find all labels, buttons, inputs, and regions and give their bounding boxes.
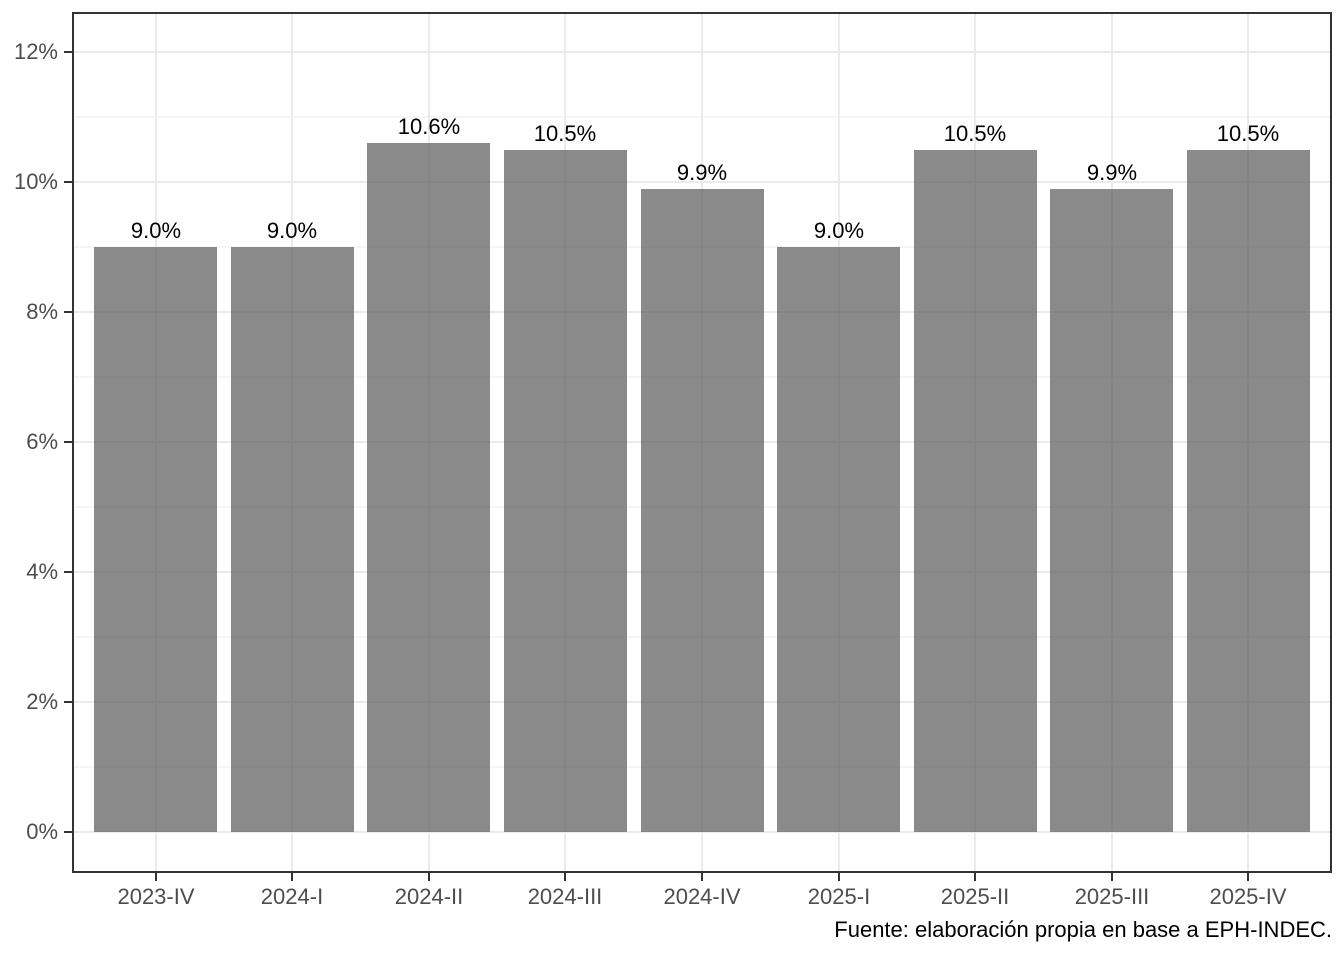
plot-panel: 9.0% 9.0% 10.6% 10.5% 9.9% 9.0% 10.5% 9.9% 10.5% bbox=[74, 14, 1330, 871]
y-axis-tick-label: 0% bbox=[26, 819, 58, 844]
bar-value-label: 10.6% bbox=[397, 114, 461, 139]
bar bbox=[914, 149, 1037, 832]
bar-value-label: 9.0% bbox=[813, 218, 865, 243]
bar-value-label: 9.0% bbox=[266, 218, 318, 243]
x-axis-tick bbox=[155, 873, 157, 881]
x-axis-tick bbox=[1247, 873, 1249, 881]
bar bbox=[231, 247, 354, 832]
y-axis-tick-label: 2% bbox=[26, 689, 58, 714]
bar-value-label: 9.0% bbox=[130, 218, 182, 243]
x-axis-tick bbox=[838, 873, 840, 881]
source-caption: Fuente: elaboración propia en base a EPH… bbox=[834, 917, 1332, 942]
bar bbox=[94, 247, 217, 832]
x-axis-tick bbox=[564, 873, 566, 881]
y-axis-tick bbox=[64, 831, 72, 833]
bar-value-label: 10.5% bbox=[1216, 120, 1280, 146]
y-axis-tick-label: 12% bbox=[13, 39, 58, 64]
y-axis-tick bbox=[64, 311, 72, 313]
y-axis-tick bbox=[64, 701, 72, 703]
bar-value-label: 9.9% bbox=[676, 159, 728, 185]
y-axis-tick bbox=[64, 441, 72, 443]
bar bbox=[1050, 188, 1173, 832]
x-axis-tick bbox=[428, 873, 430, 881]
bar bbox=[641, 188, 764, 832]
bar bbox=[504, 149, 627, 832]
x-axis-tick-label: 2025-IV bbox=[1209, 884, 1287, 909]
x-axis-tick-label: 2025-I bbox=[807, 884, 871, 909]
y-axis-tick bbox=[64, 51, 72, 53]
y-axis-tick-label: 4% bbox=[26, 559, 58, 584]
y-axis-tick-label: 8% bbox=[26, 299, 58, 324]
x-axis-tick-label: 2024-I bbox=[260, 884, 324, 909]
x-axis-tick-label: 2024-IV bbox=[663, 884, 741, 909]
bar-value-label: 10.5% bbox=[533, 120, 597, 146]
x-axis-tick-label: 2025-III bbox=[1074, 884, 1150, 909]
x-axis-tick-label: 2023-IV bbox=[117, 884, 195, 909]
bar bbox=[367, 143, 490, 832]
x-axis-tick-label: 2024-III bbox=[527, 884, 603, 909]
bar bbox=[777, 247, 900, 832]
bar-value-label: 9.9% bbox=[1086, 159, 1138, 185]
y-axis-tick bbox=[64, 571, 72, 573]
x-axis-tick bbox=[1111, 873, 1113, 881]
x-axis-tick bbox=[974, 873, 976, 881]
x-axis-tick-label: 2025-II bbox=[940, 884, 1010, 909]
y-axis-tick-label: 10% bbox=[13, 169, 58, 194]
x-axis-tick bbox=[701, 873, 703, 881]
bar-value-label: 10.5% bbox=[943, 120, 1007, 146]
x-axis-tick bbox=[291, 873, 293, 881]
y-axis-tick-label: 6% bbox=[26, 429, 58, 454]
y-axis-tick bbox=[64, 181, 72, 183]
bar bbox=[1187, 149, 1310, 832]
x-axis-tick-label: 2024-II bbox=[394, 884, 464, 909]
